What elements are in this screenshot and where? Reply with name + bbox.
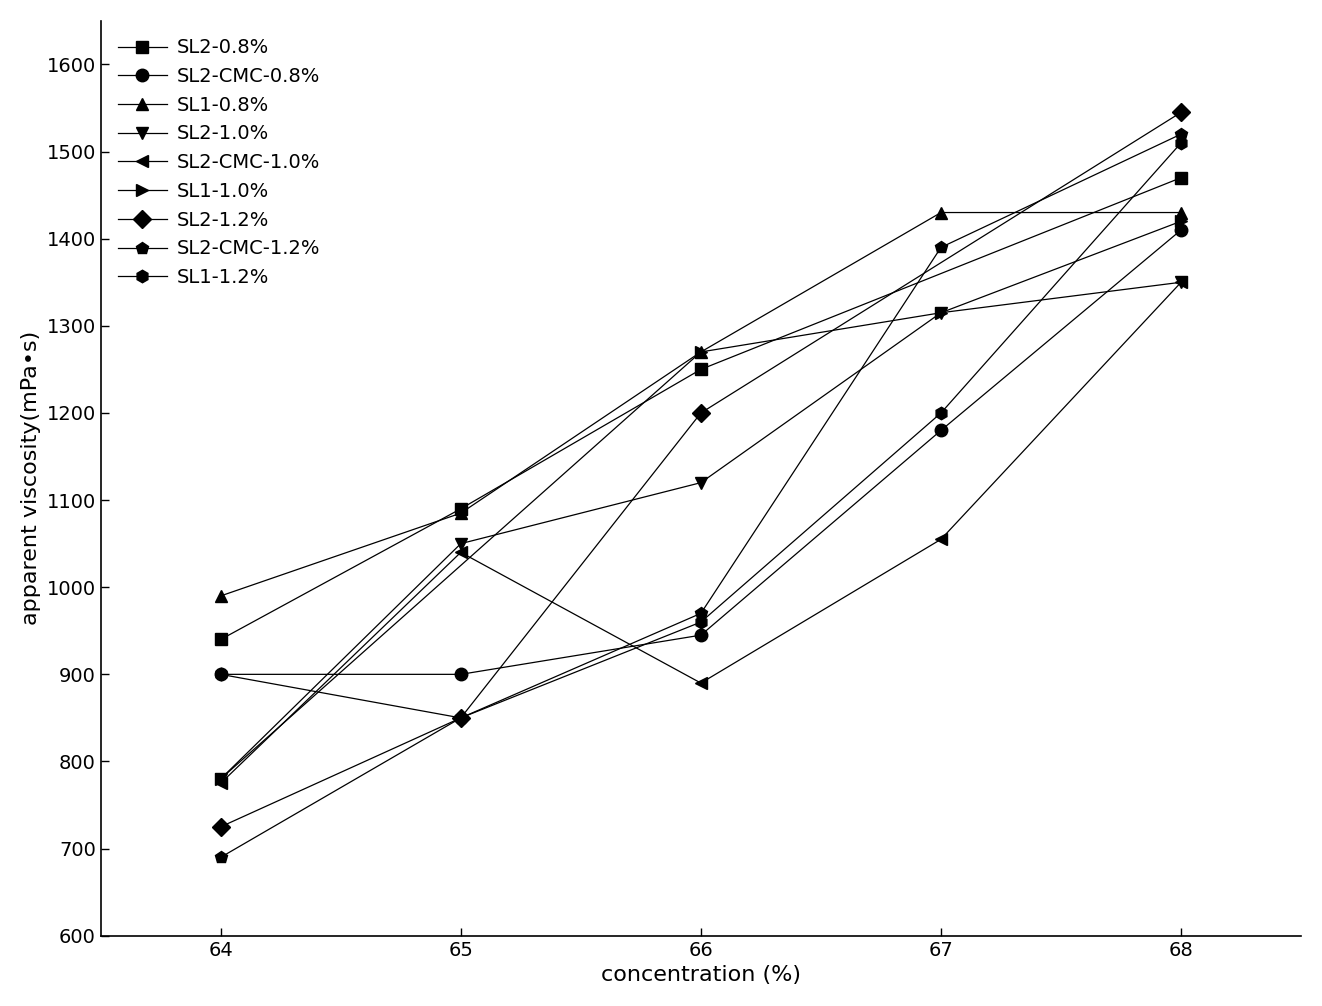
SL2-CMC-0.8% [213, 668, 229, 680]
SL1-1.0% [933, 307, 949, 319]
SL2-CMC-0.8% [933, 425, 949, 437]
Line: SL2-CMC-1.2%: SL2-CMC-1.2% [214, 128, 1187, 863]
SL2-1.2% [213, 821, 229, 833]
Line: SL2-0.8%: SL2-0.8% [214, 171, 1187, 646]
X-axis label: concentration (%): concentration (%) [602, 965, 801, 985]
SL2-CMC-1.0% [693, 677, 709, 689]
Line: SL2-1.2%: SL2-1.2% [214, 106, 1187, 833]
SL2-CMC-1.0% [453, 546, 469, 558]
SL1-0.8% [213, 590, 229, 602]
SL2-CMC-1.0% [1173, 277, 1188, 289]
SL2-CMC-0.8% [693, 629, 709, 641]
SL2-0.8% [693, 363, 709, 375]
SL2-1.0% [1173, 277, 1188, 289]
SL2-CMC-1.2% [933, 241, 949, 254]
SL2-0.8% [1173, 172, 1188, 184]
SL2-1.0% [693, 477, 709, 489]
SL1-1.0% [213, 773, 229, 785]
SL1-1.0% [1173, 215, 1188, 227]
SL1-1.2% [693, 616, 709, 628]
SL2-1.0% [933, 307, 949, 319]
SL1-0.8% [453, 507, 469, 519]
Legend: SL2-0.8%, SL2-CMC-0.8%, SL1-0.8%, SL2-1.0%, SL2-CMC-1.0%, SL1-1.0%, SL2-1.2%, SL: SL2-0.8%, SL2-CMC-0.8%, SL1-0.8%, SL2-1.… [110, 30, 328, 295]
SL2-CMC-1.0% [213, 778, 229, 790]
SL2-CMC-0.8% [453, 668, 469, 680]
Line: SL2-CMC-1.0%: SL2-CMC-1.0% [214, 276, 1187, 790]
SL1-1.0% [693, 346, 709, 358]
SL1-1.2% [1173, 137, 1188, 149]
SL2-1.2% [1173, 107, 1188, 119]
SL2-1.2% [693, 406, 709, 418]
Line: SL1-1.0%: SL1-1.0% [214, 215, 1187, 785]
SL2-1.2% [453, 712, 469, 724]
SL2-CMC-1.2% [693, 608, 709, 620]
Line: SL2-1.0%: SL2-1.0% [214, 276, 1187, 785]
SL2-1.0% [453, 537, 469, 549]
Line: SL1-0.8%: SL1-0.8% [214, 206, 1187, 603]
SL1-0.8% [1173, 206, 1188, 218]
SL1-1.2% [453, 712, 469, 724]
Line: SL1-1.2%: SL1-1.2% [214, 137, 1187, 724]
SL2-1.0% [213, 773, 229, 785]
SL1-1.2% [213, 668, 229, 680]
SL2-CMC-1.2% [1173, 128, 1188, 140]
SL2-CMC-1.2% [213, 851, 229, 863]
SL2-CMC-1.2% [453, 712, 469, 724]
SL1-1.2% [933, 406, 949, 418]
Y-axis label: apparent viscosity(mPa•s): apparent viscosity(mPa•s) [21, 331, 41, 626]
SL2-CMC-0.8% [1173, 224, 1188, 236]
SL2-0.8% [213, 634, 229, 646]
SL2-CMC-1.0% [933, 533, 949, 545]
Line: SL2-CMC-0.8%: SL2-CMC-0.8% [214, 223, 1187, 681]
SL2-0.8% [453, 503, 469, 515]
SL1-0.8% [933, 206, 949, 218]
SL1-0.8% [693, 346, 709, 358]
